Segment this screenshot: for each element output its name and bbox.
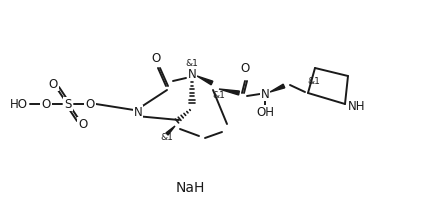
Text: O: O	[41, 97, 51, 111]
Text: O: O	[151, 52, 161, 65]
Text: &1: &1	[186, 59, 198, 67]
Text: &1: &1	[308, 76, 321, 86]
Text: S: S	[64, 97, 72, 111]
Polygon shape	[166, 126, 175, 135]
Text: N: N	[133, 105, 143, 119]
Text: O: O	[48, 78, 57, 91]
Text: OH: OH	[256, 105, 274, 119]
Text: O: O	[86, 97, 95, 111]
Polygon shape	[270, 84, 285, 92]
Text: &1: &1	[213, 92, 226, 100]
Text: O: O	[78, 118, 88, 130]
Text: HO: HO	[10, 97, 28, 111]
Text: NH: NH	[348, 100, 366, 113]
Text: O: O	[240, 62, 250, 76]
Text: NaH: NaH	[175, 181, 205, 195]
Text: N: N	[187, 67, 197, 81]
Text: &1: &1	[161, 133, 173, 143]
Polygon shape	[197, 76, 213, 85]
Text: N: N	[260, 87, 270, 100]
Polygon shape	[219, 89, 239, 95]
